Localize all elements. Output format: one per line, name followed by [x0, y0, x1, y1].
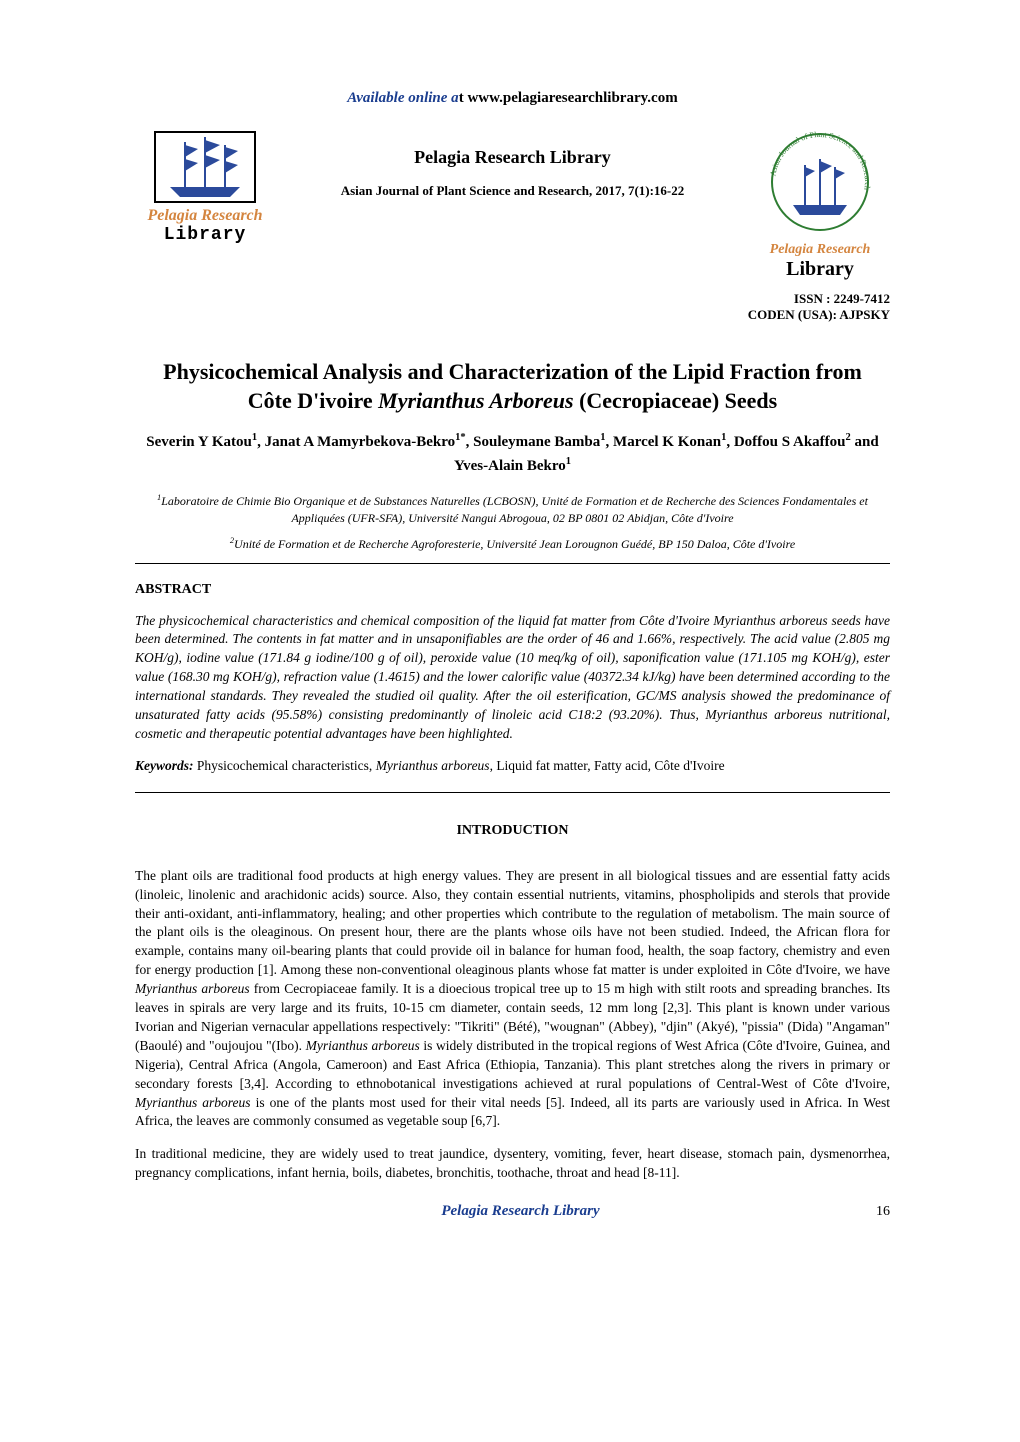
intro-para-1: The plant oils are traditional food prod… [135, 867, 890, 1131]
footer-publisher: Pelagia Research Library [165, 1203, 876, 1220]
publisher-logo-left: Pelagia Research Library [135, 127, 275, 245]
introduction-heading: INTRODUCTION [135, 823, 890, 839]
issn: ISSN : 2249-7412 [135, 291, 890, 307]
title-species: Myrianthus Arboreus [378, 388, 573, 413]
publisher-name: Pelagia Research Library [275, 147, 750, 168]
rule-bottom [135, 792, 890, 793]
available-url: www.pelagiaresearchlibrary.com [467, 90, 677, 106]
logo-right-line2: Library [786, 258, 854, 281]
available-prefix: Available online a [347, 90, 458, 106]
issn-coden-block: ISSN : 2249-7412 CODEN (USA): AJPSKY [135, 291, 890, 323]
abstract-body: The physicochemical characteristics and … [135, 612, 890, 744]
paper-title: Physicochemical Analysis and Characteriz… [135, 358, 890, 415]
affiliation-1: 1Laboratoire de Chimie Bio Organique et … [135, 492, 890, 527]
abstract-heading: ABSTRACT [135, 582, 890, 598]
authors: Severin Y Katou1, Janat A Mamyrbekova-Be… [135, 430, 890, 477]
intro-para-2: In traditional medicine, they are widely… [135, 1145, 890, 1183]
logo-right-line1: Pelagia Research [770, 242, 871, 258]
keywords-text2: , Liquid fat matter, Fatty acid, Côte d'… [490, 758, 725, 773]
journal-logo-right: Asian Journal of Plant Science and Resea… [750, 127, 890, 281]
keywords-species: Myrianthus arboreus [376, 758, 490, 773]
journal-badge-icon: Asian Journal of Plant Science and Resea… [755, 127, 885, 242]
keywords-text1: Physicochemical characteristics, [194, 758, 376, 773]
page-footer: Pelagia Research Library 16 [135, 1203, 890, 1220]
keywords-label: Keywords: [135, 758, 194, 773]
available-online: Available online at www.pelagiaresearchl… [135, 90, 890, 107]
coden: CODEN (USA): AJPSKY [135, 307, 890, 323]
logo-left-line1: Pelagia Research [147, 207, 262, 225]
title-line1: Physicochemical Analysis and Characteriz… [163, 359, 862, 384]
keywords: Keywords: Physicochemical characteristic… [135, 758, 890, 774]
rule-top [135, 563, 890, 564]
logo-left-line2: Library [164, 225, 247, 245]
affiliations: 1Laboratoire de Chimie Bio Organique et … [135, 492, 890, 552]
title-post: (Cecropiaceae) Seeds [574, 388, 778, 413]
ship-logo-icon [150, 127, 260, 207]
page-number: 16 [876, 1204, 890, 1220]
journal-citation: Asian Journal of Plant Science and Resea… [275, 183, 750, 199]
header-center: Pelagia Research Library Asian Journal o… [275, 127, 750, 199]
affiliation-2: 2Unité de Formation et de Recherche Agro… [135, 535, 890, 553]
title-pre: Côte D'ivoire [248, 388, 378, 413]
header-row: Pelagia Research Library Pelagia Researc… [135, 127, 890, 281]
